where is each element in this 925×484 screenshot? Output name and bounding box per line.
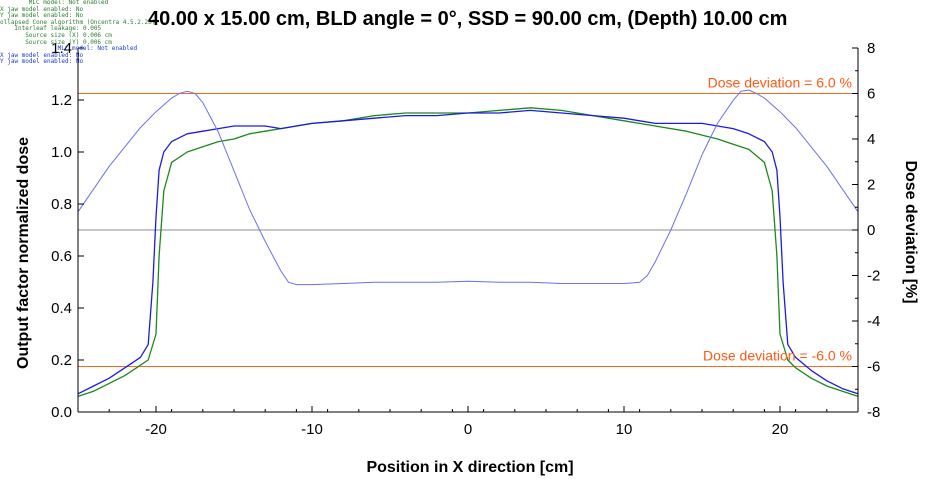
y-tick-label: 1.4 <box>51 40 72 57</box>
overlay-line: X jaw model enabled: No <box>0 51 84 59</box>
x-tick-label: 0 <box>464 421 472 438</box>
series-group <box>77 89 859 398</box>
overlay-line: Source size (Y) 0.006 cm <box>25 38 112 46</box>
y-tick-label: 0.8 <box>51 196 72 213</box>
y-tick-label: 1.2 <box>51 92 72 109</box>
y2-tick-label: -8 <box>867 404 880 421</box>
y2-tick-label: 6 <box>867 86 875 103</box>
dose-deviation-label-2: Dose deviation = -6.0 % <box>703 348 852 364</box>
series-line-green <box>77 107 859 398</box>
x-tick-label: 10 <box>616 421 633 438</box>
overlay-line: MLC model: Not enabled <box>28 0 109 6</box>
y2-tick-label: -2 <box>867 268 880 285</box>
overlay-line: MLC model: Not enabled <box>57 45 138 53</box>
y-tick-label: 0.6 <box>51 248 72 265</box>
chart-title: 40.00 x 15.00 cm, BLD angle = 0°, SSD = … <box>148 8 788 30</box>
y2-tick-label: 2 <box>867 177 875 194</box>
y2-tick-label: -6 <box>867 359 880 376</box>
algorithm-info-overlay: MLC model: Not enabled X jaw model enable… <box>0 0 155 66</box>
x-axis-title: Position in X direction [cm] <box>366 459 573 476</box>
reference-lines <box>78 93 858 367</box>
y-tick-label: 0.0 <box>51 404 72 421</box>
overlay-line: Y jaw model enabled: No <box>0 12 84 20</box>
overlay-line: Y jaw model enabled: No <box>0 58 84 66</box>
annotation-group: Dose deviation = 6.0 % Dose deviation = -… <box>703 75 852 364</box>
y2-tick-label: 8 <box>867 40 875 57</box>
y-tick-label: 1.0 <box>51 144 72 161</box>
overlay-line: ollapsed Cone algorithm (Oncentra 4.5.2.… <box>0 18 156 26</box>
tick-group: -20 -10 0 10 200.00.20.40.60.81.01.21.4-8-6-… <box>51 40 880 438</box>
series-line-blue <box>77 109 859 395</box>
series-line-light_blue <box>77 89 859 286</box>
x-tick-label: -20 <box>145 421 167 438</box>
y2-axis-title: Dose deviation [%] <box>902 160 919 303</box>
dose-deviation-label-1: Dose deviation = 6.0 % <box>708 75 852 91</box>
x-tick-label: 20 <box>772 421 789 438</box>
x-tick-label: -10 <box>301 421 323 438</box>
overlay-line: Interleaf leakage: 0.005 <box>14 25 102 33</box>
overlay-line: Source size (X) 0.006 cm <box>25 31 112 39</box>
y2-tick-label: 0 <box>867 222 875 239</box>
y2-tick-label: -4 <box>867 313 880 330</box>
y2-tick-label: 4 <box>867 131 875 148</box>
y-tick-label: 0.4 <box>51 300 72 317</box>
overlay-line: X jaw model enabled: No <box>0 5 84 13</box>
y-tick-label: 0.2 <box>51 352 72 369</box>
y-axis-title: Output factor normalized dose <box>15 137 32 369</box>
